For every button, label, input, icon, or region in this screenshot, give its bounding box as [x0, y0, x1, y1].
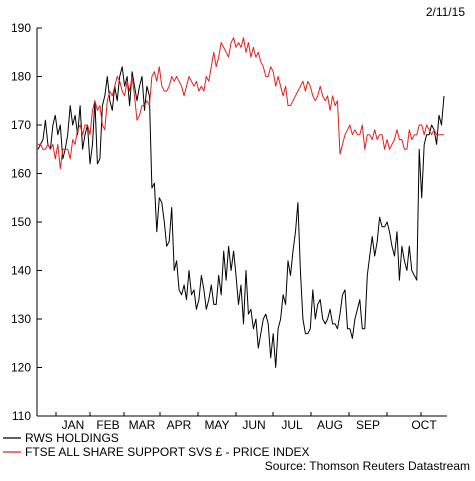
x-tick-label: MAY [204, 418, 229, 432]
y-tick-label: 110 [12, 409, 31, 423]
series-line-2 [38, 37, 444, 170]
y-tick-label: 150 [11, 215, 31, 229]
x-tick-label: MAR [129, 418, 156, 432]
series-layer [37, 37, 445, 368]
legend-label: RWS HOLDINGS [25, 431, 119, 445]
x-tick-label: APR [167, 418, 192, 432]
source-note: Source: Thomson Reuters Datastream [265, 459, 470, 473]
x-tick-label: JUN [242, 418, 265, 432]
y-tick-label: 170 [11, 118, 31, 132]
series-line-1 [37, 66, 445, 368]
x-tick-label: AUG [317, 418, 343, 432]
x-tick-label: JUL [281, 418, 303, 432]
y-tick-label: 120 [11, 361, 31, 375]
y-tick-label: 130 [11, 312, 31, 326]
y-tick-label: 180 [11, 70, 31, 84]
y-tick-label: 160 [11, 167, 31, 181]
y-tick-label: 140 [11, 264, 31, 278]
y-tick-label: 190 [11, 21, 31, 35]
axes-layer: 110 120 130 140 150 160 170 180 190 JAN FEB MAR APR M… [11, 21, 447, 432]
x-tick-label: SEP [356, 418, 380, 432]
x-tick-label: JAN [62, 418, 85, 432]
x-tick-label: OCT [411, 418, 437, 432]
x-tick-label: FEB [96, 418, 119, 432]
legend-label: FTSE ALL SHARE SUPPORT SVS £ - PRICE IND… [25, 445, 310, 459]
date-label: 2/11/15 [426, 5, 465, 19]
